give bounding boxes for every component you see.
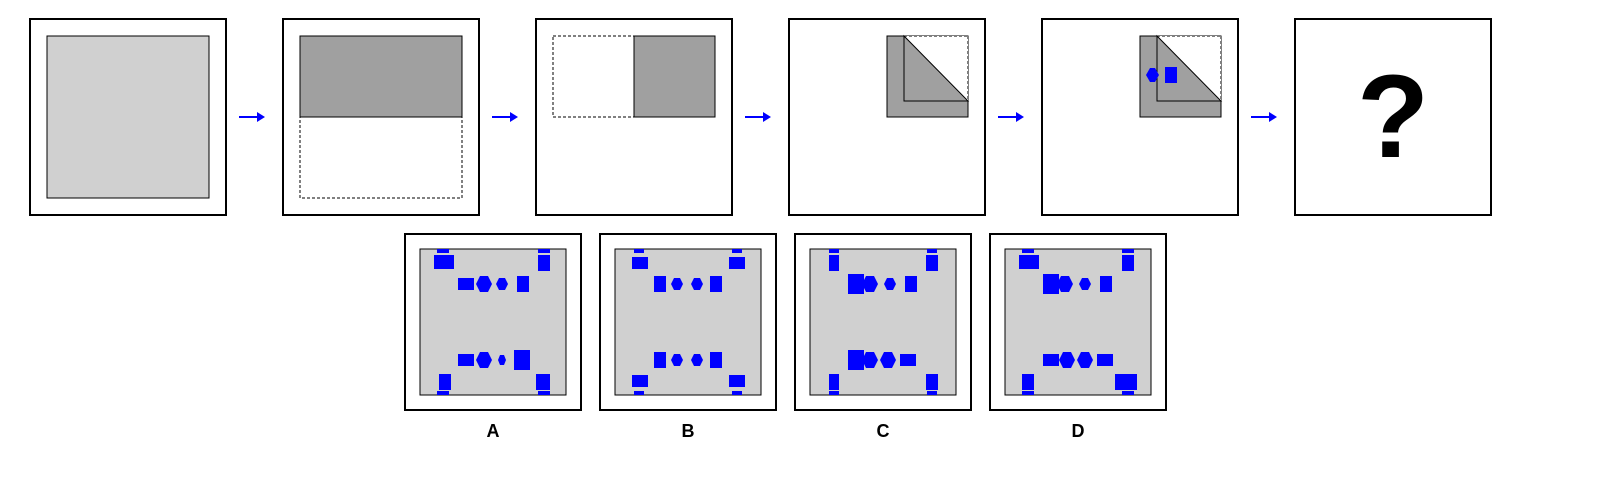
option-c-label[interactable]: C: [876, 421, 890, 441]
step-2-paper: [299, 35, 463, 199]
option-c-card[interactable]: [794, 233, 972, 411]
option-a-card[interactable]: [404, 233, 582, 411]
option-d-card[interactable]: [989, 233, 1167, 411]
option-d-label[interactable]: D: [1071, 421, 1085, 441]
step-2-frame: [282, 18, 480, 216]
option-b-paper: [614, 248, 762, 396]
step-5-frame: [1041, 18, 1239, 216]
step-4-frame: [788, 18, 986, 216]
hexagon-hole-icon: [1146, 68, 1159, 82]
step-3-paper: [552, 35, 716, 118]
right-arrow-icon: [239, 112, 265, 122]
step-3-frame: [535, 18, 733, 216]
option-a-label[interactable]: A: [486, 421, 500, 441]
right-arrow-icon: [998, 112, 1024, 122]
right-arrow-icon: [492, 112, 518, 122]
step-1-frame: [29, 18, 227, 216]
option-a-paper: [419, 248, 567, 396]
question-frame: ?: [1294, 18, 1492, 216]
option-b-card[interactable]: [599, 233, 777, 411]
option-d-paper: [1004, 248, 1152, 396]
option-b-label[interactable]: B: [681, 421, 695, 441]
right-arrow-icon: [1251, 112, 1277, 122]
step-1-paper: [46, 35, 210, 199]
option-c-paper: [809, 248, 957, 396]
step-5-paper: [1139, 34, 1223, 118]
question-mark: ?: [1356, 51, 1430, 183]
rectangle-hole-icon: [1165, 67, 1177, 83]
right-arrow-icon: [745, 112, 771, 122]
step-4-paper: [886, 34, 970, 118]
